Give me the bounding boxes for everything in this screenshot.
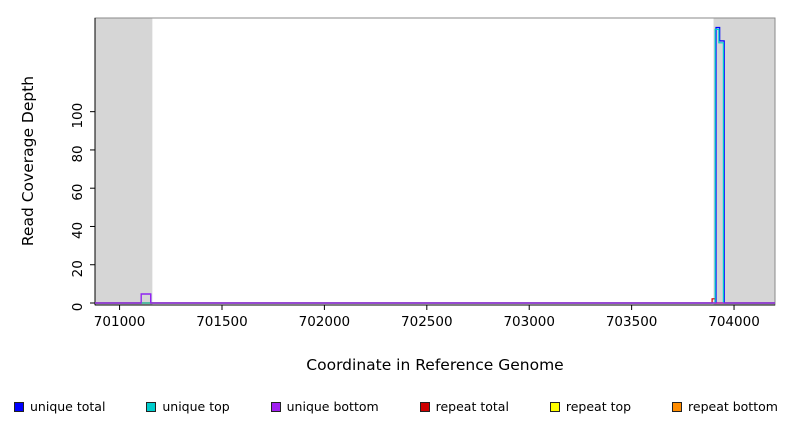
legend-item-repeat-top: repeat top (549, 399, 632, 414)
legend-swatch-repeat-bottom (672, 401, 683, 412)
x-tick-label: 701000 (94, 314, 146, 330)
legend-label-repeat-bottom: repeat bottom (688, 399, 778, 414)
x-tick-label: 704000 (708, 314, 760, 330)
y-axis-label: Read Coverage Depth (19, 75, 37, 247)
masked-region (95, 18, 153, 305)
plot-border (94, 17, 776, 306)
series-repeat-total (95, 298, 775, 304)
y-tick-label: 20 (70, 260, 86, 277)
legend-item-repeat-bottom: repeat bottom (672, 399, 778, 414)
series-unique-bottom (95, 293, 775, 304)
legend-label-unique-top: unique top (162, 399, 230, 414)
y-tick-label: 0 (70, 303, 86, 312)
x-tick-label: 703000 (503, 314, 555, 330)
legend-swatch-unique-bottom (270, 401, 281, 412)
y-tick-label: 60 (70, 184, 86, 201)
x-tick-label: 701500 (196, 314, 248, 330)
y-tick-label: 80 (70, 145, 86, 162)
legend-swatch-unique-top (146, 401, 157, 412)
legend-item-unique-bottom: unique bottom (270, 399, 379, 414)
y-tick-label: 40 (70, 222, 86, 239)
legend-item-unique-top: unique top (146, 399, 230, 414)
legend-swatch-unique-total (14, 401, 24, 412)
series-unique-total (95, 26, 775, 304)
x-tick-label: 702500 (401, 314, 453, 330)
legend-swatch-repeat-top (549, 401, 560, 412)
legend-label-unique-total: unique total (30, 399, 106, 414)
legend: unique total unique top unique bottom re… (14, 399, 778, 414)
y-tick-label: 100 (70, 103, 86, 129)
legend-label-repeat-top: repeat top (565, 399, 632, 414)
legend-label-unique-bottom: unique bottom (286, 399, 379, 414)
series-unique-top (95, 28, 775, 304)
x-axis-label: Coordinate in Reference Genome (306, 356, 564, 374)
legend-item-unique-total: unique total (14, 399, 105, 414)
masked-region (713, 18, 775, 305)
x-tick-label: 702000 (299, 314, 351, 330)
legend-swatch-repeat-total (419, 401, 430, 412)
legend-item-repeat-total: repeat total (419, 399, 509, 414)
legend-label-repeat-total: repeat total (435, 399, 509, 414)
x-tick-label: 703500 (606, 314, 658, 330)
